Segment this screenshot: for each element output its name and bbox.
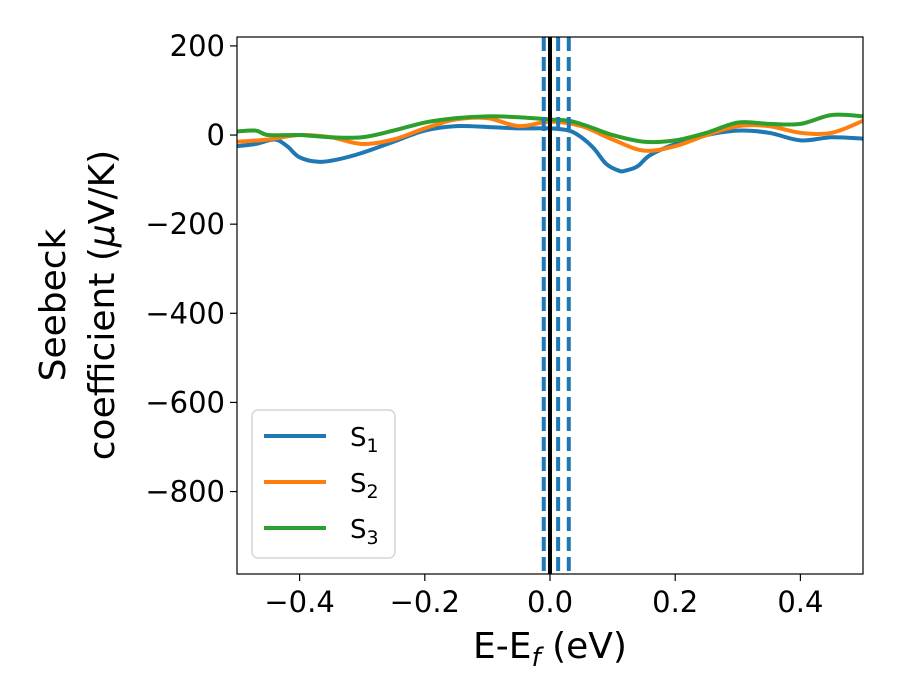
y-tick-label: −200: [145, 207, 225, 241]
x-tick-label: −0.4: [264, 585, 334, 619]
x-axis: −0.4 −0.2 0.0 0.2 0.4: [264, 574, 823, 619]
y-axis-title: Seebeck coefficient (μV/K): [33, 150, 123, 460]
x-tick-label: 0.4: [777, 585, 823, 619]
y-axis: 200 0 −200 −400 −600 −800: [145, 29, 237, 509]
x-axis-title-unit: (eV): [541, 626, 627, 667]
y-tick-label: 0: [207, 118, 225, 152]
y-tick-label: −400: [145, 296, 225, 330]
y-tick-label: −800: [145, 475, 225, 509]
x-tick-label: 0.0: [527, 585, 573, 619]
legend-label-s3: S3: [350, 515, 379, 549]
x-axis-title-main: E-E: [473, 626, 531, 667]
x-tick-label: 0.2: [652, 585, 698, 619]
legend-entry-s2: S2: [264, 469, 379, 503]
y-axis-title-unit: V/K): [82, 150, 123, 224]
legend-entry-s1: S1: [264, 423, 379, 457]
x-tick-label: −0.2: [390, 585, 460, 619]
y-axis-title-mu: μ: [82, 224, 123, 248]
y-axis-title-line1: Seebeck: [33, 228, 74, 381]
legend-label-s1: S1: [350, 423, 379, 457]
legend: S1 S2 S3: [251, 409, 396, 559]
y-axis-title-prefix: coefficient (: [82, 247, 123, 460]
y-axis-title-line2: coefficient (μV/K): [82, 150, 123, 460]
legend-label-s2: S2: [350, 469, 379, 503]
legend-entry-s3: S3: [264, 515, 379, 549]
y-tick-label: 200: [170, 29, 225, 63]
x-axis-title: E-Ef (eV): [473, 626, 627, 673]
y-tick-label: −600: [145, 385, 225, 419]
plot-area: [237, 37, 863, 574]
